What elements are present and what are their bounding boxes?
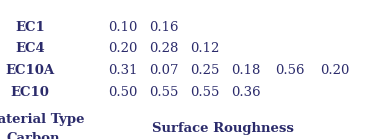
- Text: 0.16: 0.16: [149, 21, 179, 34]
- Text: 0.31: 0.31: [108, 64, 138, 77]
- Text: Carbon: Carbon: [7, 132, 60, 139]
- Text: 0.20: 0.20: [108, 42, 137, 55]
- Text: EC1: EC1: [15, 21, 45, 34]
- Text: EC10: EC10: [10, 86, 49, 99]
- Text: 0.55: 0.55: [149, 86, 178, 99]
- Text: 0.10: 0.10: [108, 21, 137, 34]
- Text: 0.20: 0.20: [320, 64, 349, 77]
- Text: 0.56: 0.56: [275, 64, 305, 77]
- Text: Material Type: Material Type: [0, 113, 84, 126]
- Text: 0.28: 0.28: [149, 42, 178, 55]
- Text: 0.50: 0.50: [108, 86, 137, 99]
- Text: 0.07: 0.07: [149, 64, 179, 77]
- Text: EC4: EC4: [15, 42, 45, 55]
- Text: 0.18: 0.18: [231, 64, 260, 77]
- Text: 0.25: 0.25: [190, 64, 219, 77]
- Text: 0.55: 0.55: [190, 86, 219, 99]
- Text: 0.12: 0.12: [190, 42, 219, 55]
- Text: 0.36: 0.36: [231, 86, 260, 99]
- Text: Surface Roughness: Surface Roughness: [152, 122, 294, 135]
- Text: EC10A: EC10A: [5, 64, 54, 77]
